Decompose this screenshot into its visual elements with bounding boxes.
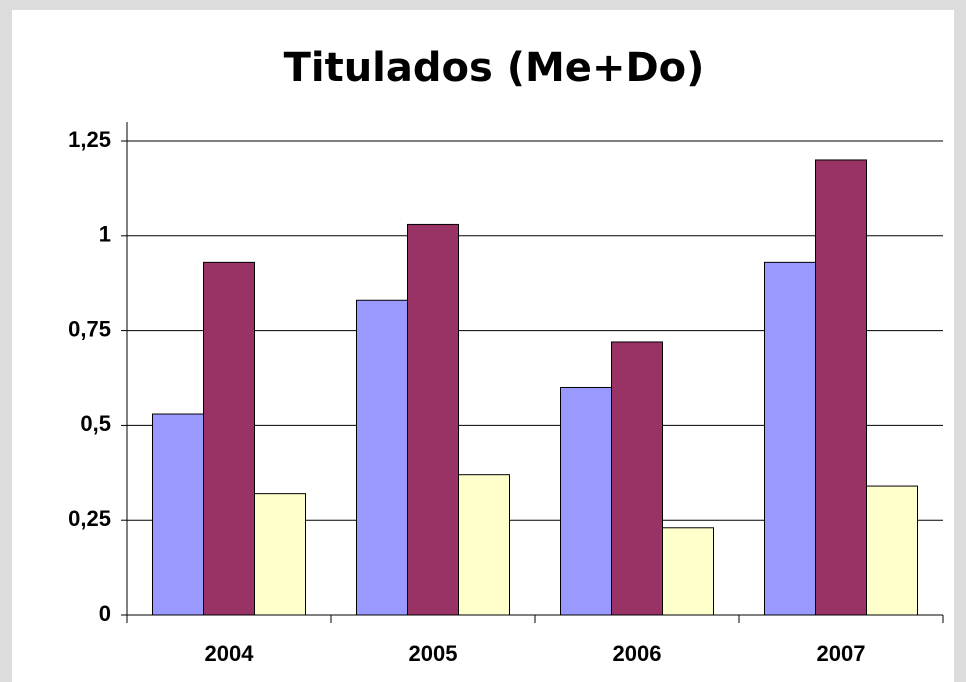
bar — [356, 299, 408, 616]
y-tick-label: 0,25 — [68, 506, 111, 531]
bar — [152, 413, 204, 616]
y-tick-label: 1,25 — [68, 127, 111, 152]
y-tick-label: 0 — [99, 601, 111, 626]
x-tick-label: 2007 — [817, 641, 866, 666]
bar — [815, 159, 867, 616]
bar — [203, 261, 255, 616]
y-tick-label: 1 — [99, 222, 111, 247]
bar — [407, 223, 459, 616]
bar — [662, 527, 714, 616]
x-tick-label: 2005 — [409, 641, 458, 666]
bar — [254, 493, 306, 616]
bar — [611, 341, 663, 616]
y-tick-label: 0,75 — [68, 316, 111, 341]
x-tick-label: 2006 — [613, 641, 662, 666]
bar — [458, 474, 510, 616]
bar — [764, 261, 816, 616]
bar — [560, 386, 612, 616]
y-tick-label: 0,5 — [80, 411, 111, 436]
bar — [866, 485, 918, 616]
x-tick-label: 2004 — [205, 641, 255, 666]
chart-title: Titulados (Me+Do) — [284, 45, 705, 91]
